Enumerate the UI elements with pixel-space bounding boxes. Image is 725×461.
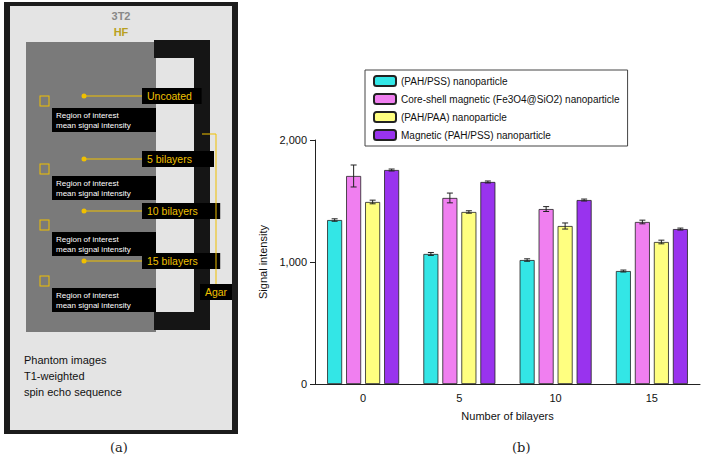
html-text:(a): (a) bbox=[110, 440, 128, 455]
svg-text:0: 0 bbox=[301, 378, 307, 390]
svg-text:mean signal intensity: mean signal intensity bbox=[56, 245, 131, 254]
svg-text:mean signal intensity: mean signal intensity bbox=[56, 301, 131, 310]
svg-text:Signal intensity: Signal intensity bbox=[257, 225, 269, 299]
svg-text:Phantom images: Phantom images bbox=[24, 354, 107, 366]
svg-text:T1-weighted: T1-weighted bbox=[24, 370, 85, 382]
svg-text:15 bilayers: 15 bilayers bbox=[147, 255, 198, 267]
svg-text:Number of bilayers: Number of bilayers bbox=[461, 410, 554, 422]
svg-text:Region of interest: Region of interest bbox=[56, 235, 119, 244]
html-text:(b): (b) bbox=[512, 440, 531, 455]
svg-text:mean signal intensity: mean signal intensity bbox=[56, 121, 131, 130]
svg-text:2,000: 2,000 bbox=[279, 134, 307, 146]
svg-text:1,000: 1,000 bbox=[279, 256, 307, 268]
svg-text:mean signal intensity: mean signal intensity bbox=[56, 189, 131, 198]
svg-text:Region of interest: Region of interest bbox=[56, 291, 119, 300]
svg-text:10 bilayers: 10 bilayers bbox=[147, 205, 198, 217]
svg-text:Region of interest: Region of interest bbox=[56, 179, 119, 188]
svg-text:spin echo sequence: spin echo sequence bbox=[24, 386, 122, 398]
svg-text:5: 5 bbox=[456, 392, 462, 404]
svg-text:(PAH/PSS) nanoparticle: (PAH/PSS) nanoparticle bbox=[401, 76, 508, 87]
svg-text:Agar: Agar bbox=[205, 286, 228, 298]
svg-text:10: 10 bbox=[550, 392, 562, 404]
svg-text:5 bilayers: 5 bilayers bbox=[147, 153, 192, 165]
svg-text:Uncoated: Uncoated bbox=[147, 90, 192, 102]
svg-text:(PAH/PAA) nanoparticle: (PAH/PAA) nanoparticle bbox=[401, 112, 507, 123]
svg-text:Magnetic (PAH/PSS) nanoparticl: Magnetic (PAH/PSS) nanoparticle bbox=[401, 130, 551, 141]
svg-text:3T2: 3T2 bbox=[112, 10, 131, 22]
svg-text:HF: HF bbox=[114, 26, 129, 38]
svg-text:Region of interest: Region of interest bbox=[56, 111, 119, 120]
svg-text:15: 15 bbox=[646, 392, 658, 404]
svg-text:0: 0 bbox=[360, 392, 366, 404]
svg-text:Core-shell magnetic (Fe3O4@SiO: Core-shell magnetic (Fe3O4@SiO2) nanopar… bbox=[401, 94, 620, 105]
